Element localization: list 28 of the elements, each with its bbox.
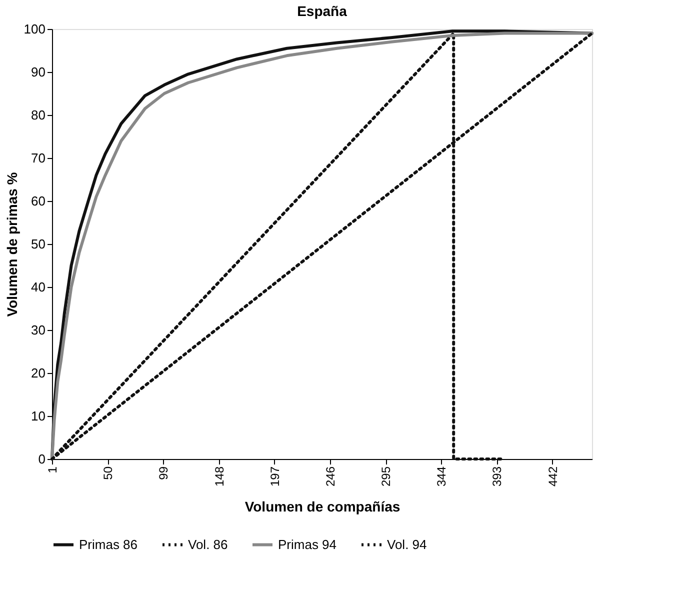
x-tick-label: 197 [268, 466, 282, 487]
x-tick-label: 99 [156, 466, 171, 480]
x-tick-label: 393 [490, 466, 504, 487]
y-tick-label: 20 [31, 366, 46, 380]
x-tick-label: 442 [546, 466, 560, 487]
x-axis-title: Volumen de compañías [244, 498, 400, 515]
legend-label: Vol. 86 [188, 536, 228, 552]
x-tick-label: 148 [212, 466, 226, 487]
y-tick-label: 70 [31, 150, 46, 166]
y-axis-title: Volumen de primas % [4, 172, 20, 317]
y-tick-label: 30 [31, 322, 46, 338]
y-tick-label: 40 [31, 280, 46, 294]
x-tick-label: 344 [434, 466, 449, 487]
legend-label: Primas 86 [79, 536, 138, 552]
y-tick-label: 50 [31, 236, 46, 252]
y-tick-label: 90 [31, 64, 46, 80]
x-tick-label: 50 [101, 466, 116, 480]
y-tick-label: 10 [31, 408, 46, 424]
y-tick-label: 80 [31, 108, 46, 122]
legend-label: Primas 94 [278, 536, 337, 552]
legend-label: Vol. 94 [387, 536, 427, 552]
y-tick-label: 60 [31, 194, 46, 208]
x-tick-label: 1 [46, 466, 60, 474]
chart-title: España [297, 3, 348, 19]
x-tick-label: 295 [379, 466, 394, 487]
y-tick-label: 100 [24, 22, 46, 36]
y-tick-label: 0 [38, 452, 46, 466]
x-tick-label: 246 [323, 466, 338, 487]
